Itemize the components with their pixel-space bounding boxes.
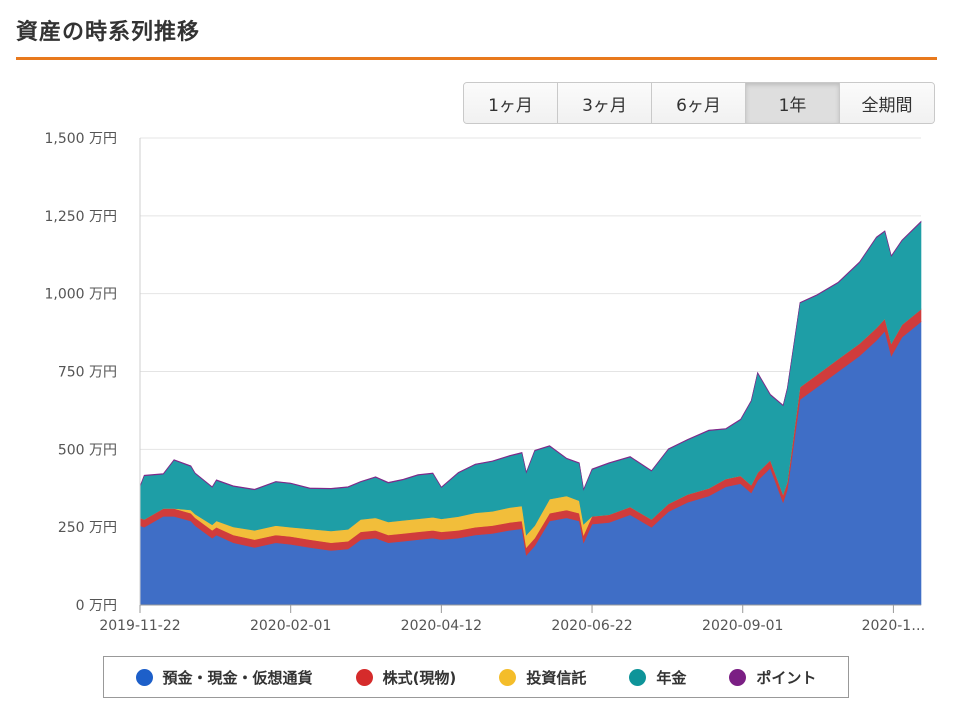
y-tick-label: 1,000 万円 (44, 287, 117, 303)
range-1-year-button[interactable]: 1年 (746, 83, 840, 123)
y-tick-label: 0 万円 (76, 598, 117, 614)
legend-item-pension[interactable]: 年金 (629, 667, 686, 688)
x-tick-label: 2020-1… (862, 618, 926, 634)
y-tick-label: 1,250 万円 (44, 209, 117, 225)
page-title: 資産の時系列推移 (16, 20, 201, 45)
y-tick-label: 1,500 万円 (44, 131, 117, 147)
legend-label: 投資信託 (526, 668, 587, 687)
legend-label: 年金 (656, 668, 687, 687)
legend-item-points[interactable]: ポイント (729, 667, 816, 688)
title-underline (16, 57, 937, 60)
circle-icon (499, 668, 517, 686)
legend-item-deposits[interactable]: 預金・現金・仮想通貨 (135, 667, 313, 688)
circle-icon (355, 668, 373, 686)
legend-label: ポイント (756, 668, 817, 687)
chart-legend: 預金・現金・仮想通貨 株式(現物) 投資信託 年金 ポイント (103, 656, 849, 698)
range-6-month-button[interactable]: 6ヶ月 (652, 83, 746, 123)
circle-icon (135, 668, 153, 686)
y-tick-label: 750 万円 (58, 365, 117, 381)
legend-item-stocks[interactable]: 株式(現物) (355, 667, 457, 688)
circle-icon (729, 668, 747, 686)
x-tick-label: 2020-04-12 (401, 618, 482, 634)
series-area (139, 220, 922, 491)
x-tick-label: 2020-06-22 (551, 618, 632, 634)
legend-label: 預金・現金・仮想通貨 (162, 668, 313, 687)
area-series (139, 220, 922, 606)
x-tick-label: 2020-02-01 (250, 618, 331, 634)
legend-item-funds[interactable]: 投資信託 (499, 667, 586, 688)
y-tick-label: 500 万円 (58, 442, 117, 458)
y-tick-label: 250 万円 (58, 520, 117, 536)
range-all-button[interactable]: 全期間 (840, 83, 934, 123)
range-3-month-button[interactable]: 3ヶ月 (558, 83, 652, 123)
x-tick-label: 2019-11-22 (99, 618, 180, 634)
range-1-month-button[interactable]: 1ヶ月 (464, 83, 558, 123)
range-selector: 1ヶ月 3ヶ月 6ヶ月 1年 全期間 (463, 82, 935, 124)
x-tick-label: 2020-09-01 (702, 618, 783, 634)
axes: 0 万円 250 万円 500 万円 750 万円 1,000 万円 1,250 万円 1,… (44, 131, 925, 634)
asset-area-chart: 0 万円 250 万円 500 万円 750 万円 1,000 万円 1,250 万円 1,… (44, 131, 925, 634)
circle-icon (629, 668, 647, 686)
legend-label: 株式(現物) (382, 668, 457, 687)
